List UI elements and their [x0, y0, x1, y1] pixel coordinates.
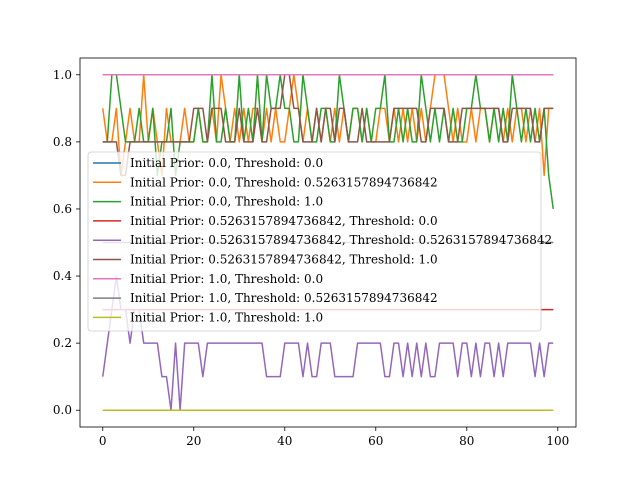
legend-box — [87, 151, 542, 332]
y-tick-label: 0.6 — [53, 202, 72, 216]
y-axis: 0.0 0.2 0.4 0.6 0.8 1.0 — [53, 68, 80, 417]
y-tick-label: 0.8 — [53, 135, 72, 149]
legend-label: Initial Prior: 0.0, Threshold: 0.5263157… — [130, 175, 438, 189]
legend-label: Initial Prior: 0.0, Threshold: 1.0 — [130, 195, 323, 209]
x-tick-label: 20 — [186, 434, 201, 448]
x-axis: 0 20 40 60 80 100 — [99, 427, 569, 448]
y-tick-label: 0.0 — [53, 403, 72, 417]
y-tick-label: 1.0 — [53, 68, 72, 82]
plot-frame — [79, 57, 577, 428]
y-tick-label: 0.2 — [53, 336, 72, 350]
legend-label: Initial Prior: 0.5263157894736842, Thres… — [130, 253, 438, 267]
legend-label: Initial Prior: 1.0, Threshold: 1.0 — [130, 310, 323, 324]
legend-label: Initial Prior: 0.5263157894736842, Thres… — [130, 233, 552, 247]
x-tick-label: 0 — [99, 434, 107, 448]
x-tick-label: 40 — [277, 434, 292, 448]
series-line-5 — [102, 275, 554, 411]
legend-label: Initial Prior: 1.0, Threshold: 0.5263157… — [130, 291, 438, 305]
legend-label: Initial Prior: 0.5263157894736842, Thres… — [130, 214, 438, 228]
series-line-6 — [102, 74, 554, 177]
y-tick-label: 0.4 — [53, 269, 72, 283]
x-tick-label: 80 — [459, 434, 474, 448]
x-tick-label: 60 — [368, 434, 383, 448]
legend: Initial Prior: 0.0, Threshold: 0.0 Initia… — [87, 151, 552, 332]
legend-label: Initial Prior: 0.0, Threshold: 0.0 — [130, 156, 323, 170]
x-tick-label: 100 — [546, 434, 569, 448]
legend-label: Initial Prior: 1.0, Threshold: 0.0 — [130, 272, 323, 286]
